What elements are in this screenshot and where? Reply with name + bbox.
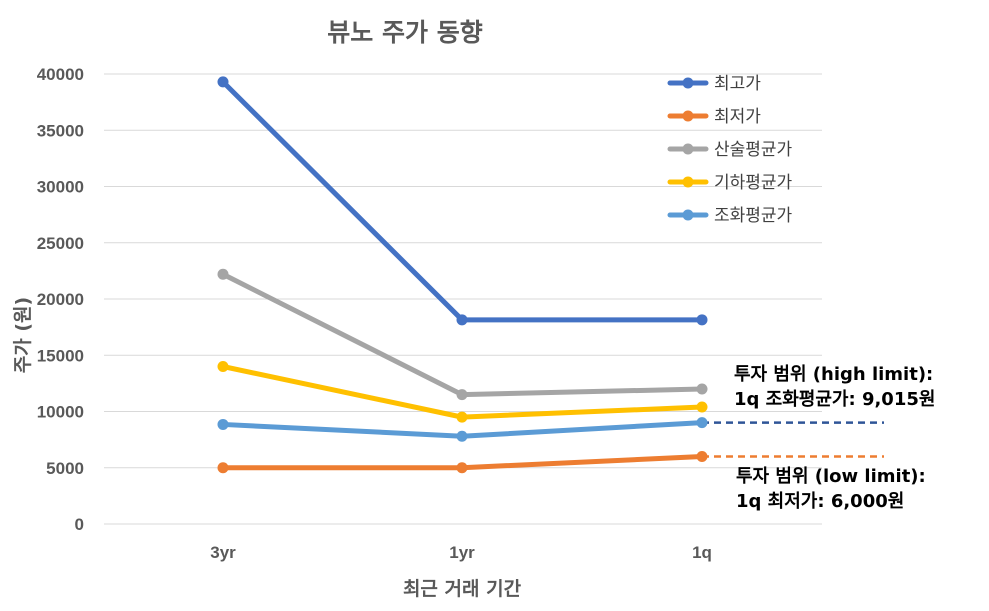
x-tick-label: 1q (692, 543, 712, 562)
legend-marker (682, 176, 694, 188)
annotation-high-limit: 투자 범위 (high limit): 1q 조화평균가: 9,015원 (734, 364, 935, 410)
y-tick-label: 35000 (37, 121, 84, 140)
data-point (696, 417, 708, 429)
x-axis-ticks: 3yr 1yr 1q (210, 543, 712, 562)
legend-label: 최고가 (714, 74, 761, 94)
y-tick-label: 10000 (37, 403, 84, 422)
y-tick-label: 15000 (37, 346, 84, 365)
annotation-low-line1: 투자 범위 (low limit): (736, 466, 926, 487)
data-point (696, 383, 708, 395)
legend-marker (682, 77, 694, 89)
data-point (217, 361, 229, 372)
series-산술평균가 (217, 268, 708, 401)
data-point (696, 451, 708, 462)
data-point (217, 268, 229, 280)
series-line (220, 79, 705, 323)
data-point (456, 411, 468, 423)
annotation-low-line2: 1q 최저가: 6,000원 (736, 491, 904, 512)
legend-marker (682, 110, 694, 122)
reference-lines (702, 421, 884, 458)
data-point (217, 76, 229, 88)
y-axis-title: 주가 (원) (12, 297, 34, 373)
series-line (220, 271, 705, 398)
legend-marker (682, 143, 694, 155)
y-tick-label: 0 (75, 515, 84, 534)
data-point (456, 389, 468, 401)
legend-item: 최저가 (667, 107, 761, 127)
series-기하평균가 (217, 361, 708, 423)
legend-item: 기하평균가 (667, 173, 793, 193)
annotation-high-line2: 1q 조화평균가: 9,015원 (734, 389, 935, 410)
x-tick-label: 1yr (449, 543, 475, 562)
y-tick-label: 30000 (37, 178, 84, 197)
y-axis-ticks: 0 5000 10000 15000 20000 25000 30000 35000 40000 (37, 65, 84, 534)
annotation-high-line1: 투자 범위 (high limit): (734, 364, 933, 385)
series-최저가 (217, 451, 708, 474)
data-point (696, 314, 708, 326)
x-tick-label: 3yr (210, 543, 236, 562)
series-최고가 (217, 76, 708, 326)
data-point (696, 401, 708, 413)
series-조화평균가 (217, 417, 708, 442)
legend-item: 최고가 (667, 74, 761, 94)
legend-label: 산술평균가 (714, 140, 793, 160)
legend-label: 기하평균가 (714, 173, 793, 193)
y-tick-label: 40000 (37, 65, 84, 84)
legend-item: 조화평균가 (667, 206, 793, 226)
x-axis-title: 최근 거래 기간 (403, 578, 522, 600)
legend-label: 최저가 (714, 107, 761, 127)
data-point (217, 462, 229, 474)
data-point (456, 314, 468, 326)
annotation-low-limit: 투자 범위 (low limit): 1q 최저가: 6,000원 (736, 466, 926, 512)
legend-label: 조화평균가 (714, 206, 793, 226)
chart-title: 뷰노 주가 동향 (327, 18, 482, 47)
y-tick-label: 20000 (37, 290, 84, 309)
legend-item: 산술평균가 (667, 140, 793, 160)
y-tick-label: 25000 (37, 234, 84, 253)
data-point (456, 430, 468, 442)
legend-marker (682, 209, 694, 221)
data-point (217, 418, 229, 430)
data-point (456, 462, 468, 474)
series-lines (217, 76, 708, 474)
y-tick-label: 5000 (46, 459, 84, 478)
